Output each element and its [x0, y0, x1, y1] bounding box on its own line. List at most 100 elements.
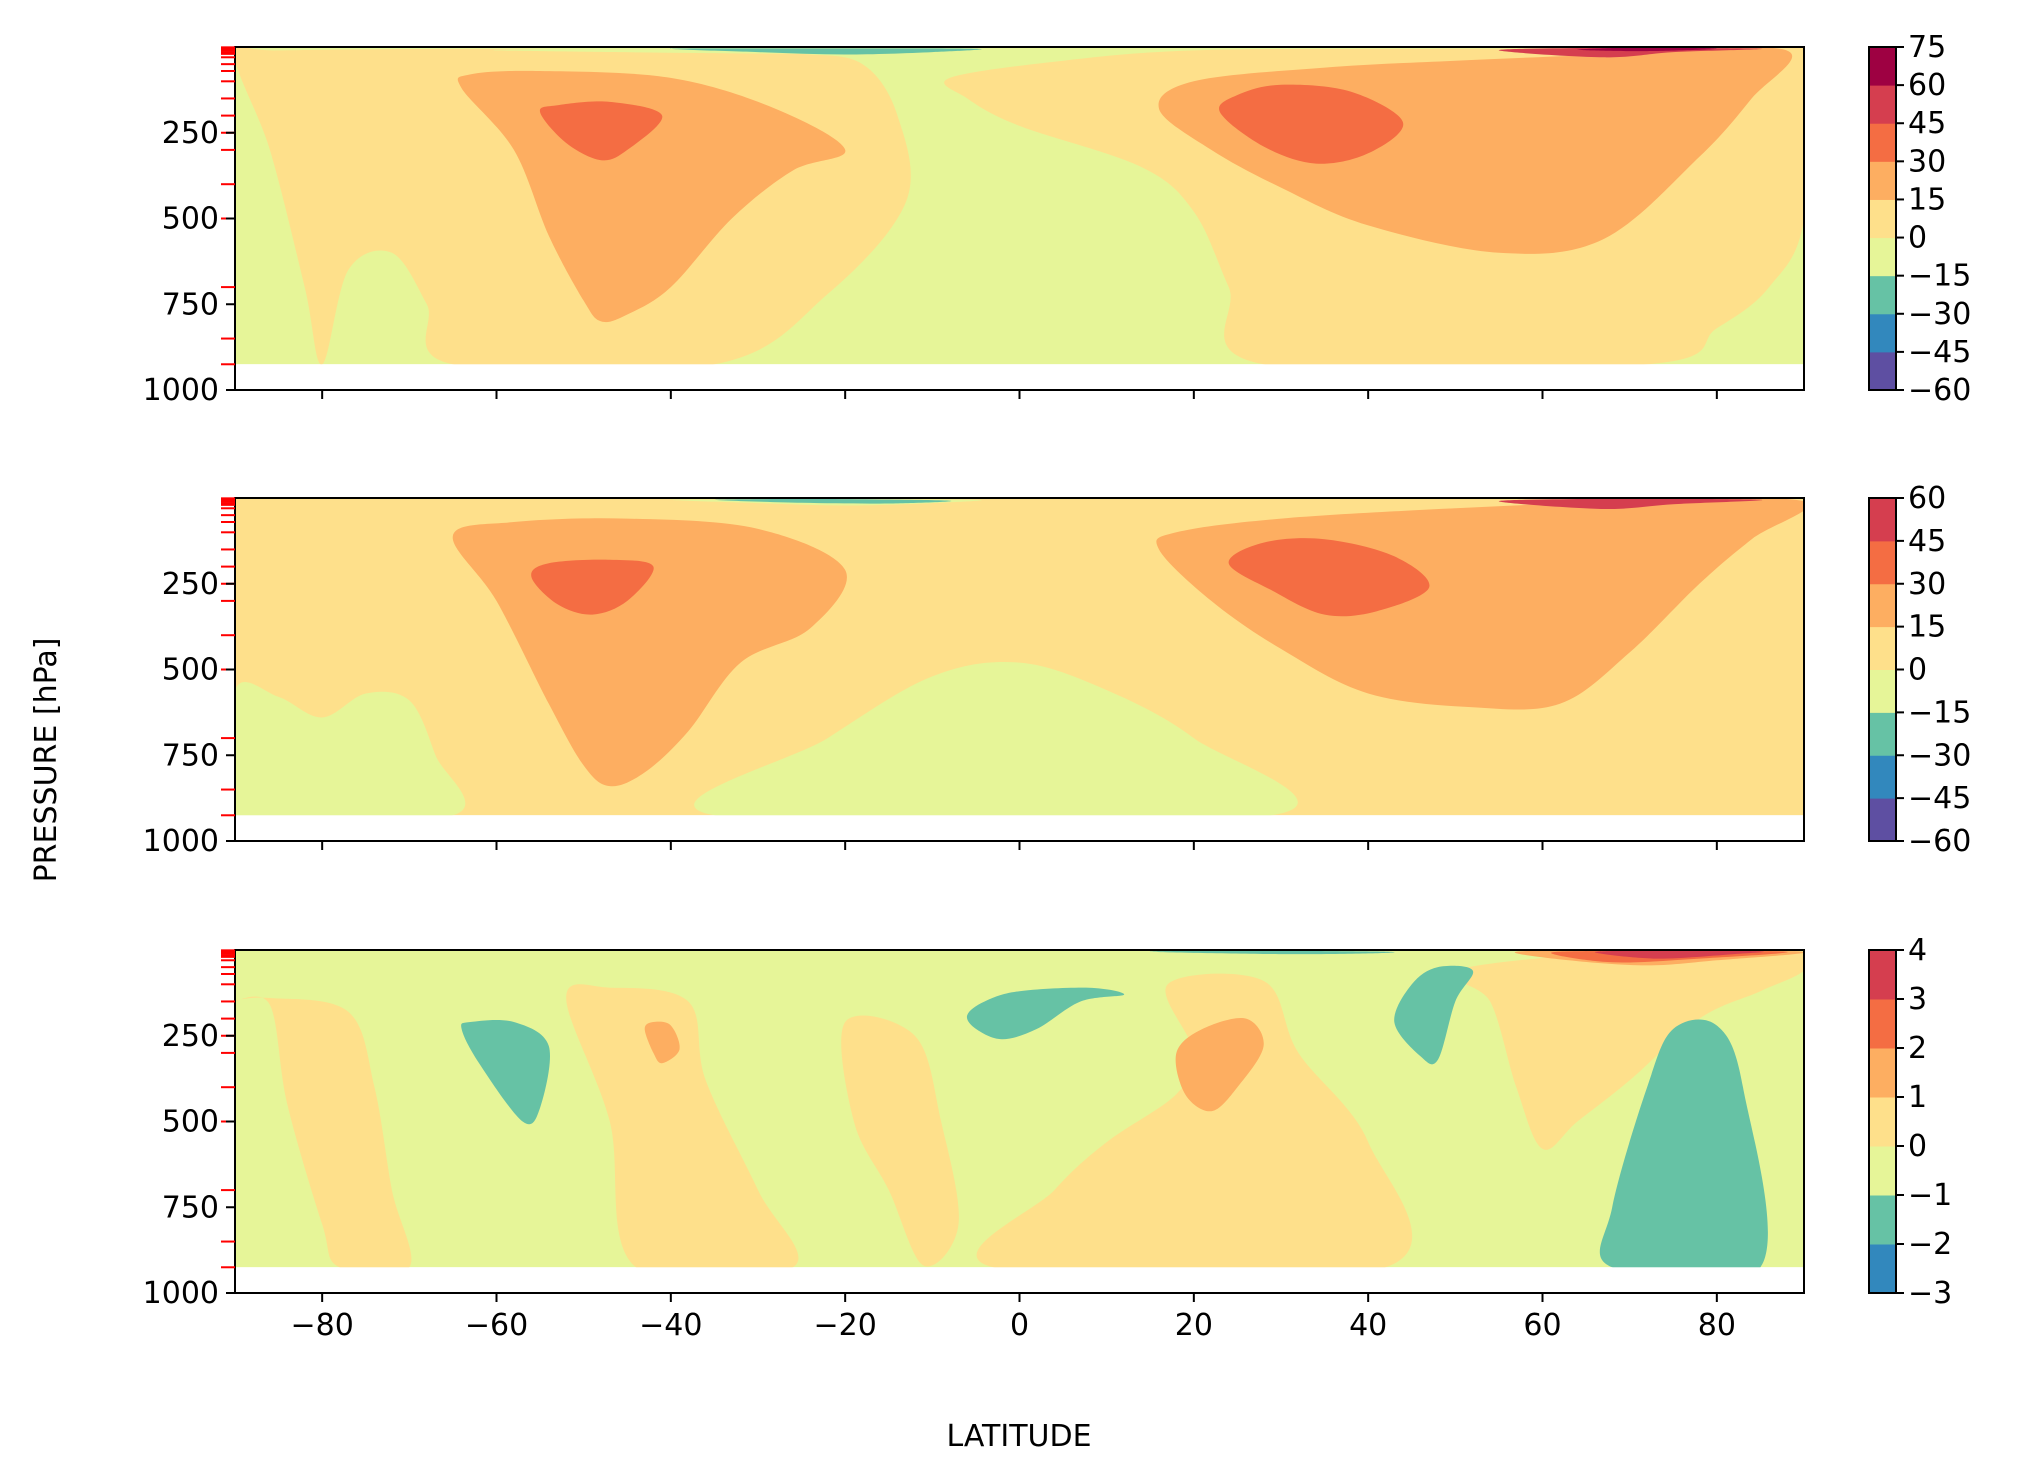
colorbar-segment-1 — [1869, 755, 1896, 799]
colorbar-segment-2 — [1869, 1146, 1896, 1196]
contour-region-0 — [235, 996, 412, 1275]
contour-region-3 — [714, 498, 952, 504]
colorbar-segment-6 — [1869, 950, 1896, 1000]
colorbar-segment-0 — [1869, 351, 1896, 391]
panel-middle: 250 500 750 1000 60 45 30 15 0 −15 −30 −45 −60 — [143, 481, 1972, 859]
colorbar-label: 1 — [1908, 1080, 1927, 1115]
contour-region-0 — [235, 682, 466, 828]
colorbar-segment-2 — [1869, 275, 1896, 315]
contour-region-14 — [1594, 950, 1764, 959]
colorbar-label: 0 — [1908, 221, 1927, 256]
colorbar-label: 30 — [1908, 144, 1946, 179]
y-tick-label: 1000 — [143, 373, 219, 408]
y-tick-label: 500 — [162, 202, 219, 237]
contour-region-6 — [1175, 1017, 1264, 1112]
contour-region-10 — [1599, 1019, 1768, 1284]
colorbar-segment-0 — [1869, 798, 1896, 842]
colorbar-label: 60 — [1908, 481, 1946, 516]
colorbar-segment-5 — [1869, 583, 1896, 628]
x-tick-label: 40 — [1349, 1308, 1387, 1343]
x-tick-label: −80 — [291, 1308, 354, 1343]
colorbar-segment-0 — [1869, 1244, 1896, 1294]
colorbar-label: 15 — [1908, 182, 1946, 217]
colorbar: 4 3 2 1 0 −1 −2 −3 — [1868, 933, 1952, 1311]
colorbar-segment-7 — [1869, 85, 1896, 124]
colorbar-label: 15 — [1908, 610, 1946, 645]
y-tick-label: 1000 — [143, 824, 219, 859]
y-tick-label: 750 — [162, 738, 219, 773]
colorbar-label: −3 — [1908, 1276, 1952, 1311]
colorbar-label: 3 — [1908, 982, 1927, 1017]
contour-region-5 — [539, 101, 663, 161]
x-tick-label: 80 — [1698, 1308, 1736, 1343]
colorbar-segment-8 — [1869, 47, 1896, 86]
colorbar-label: 4 — [1908, 933, 1927, 968]
contour-region-1 — [694, 661, 1298, 825]
colorbar-label: −1 — [1908, 1178, 1952, 1213]
contour-area — [235, 47, 1804, 390]
colorbar-label: 75 — [1908, 30, 1946, 65]
colorbar-label: 30 — [1908, 567, 1946, 602]
contour-region-5 — [644, 1021, 680, 1064]
colorbar-segment-3 — [1869, 237, 1896, 277]
contour-region-9 — [1394, 965, 1474, 1065]
colorbar-label: 0 — [1908, 653, 1927, 688]
colorbar-segment-3 — [1869, 1097, 1896, 1147]
contour-region-5 — [531, 559, 654, 615]
colorbar-segment-7 — [1869, 498, 1896, 542]
colorbar-label: −15 — [1908, 695, 1971, 730]
colorbar-label: −60 — [1908, 373, 1971, 408]
y-tick-label: 500 — [162, 653, 219, 688]
colorbar-segment-6 — [1869, 540, 1896, 585]
colorbar-segment-1 — [1869, 1195, 1896, 1245]
x-tick-label: 20 — [1175, 1308, 1213, 1343]
contour-region-4 — [1449, 950, 1804, 1150]
y-tick-label: 1000 — [143, 1276, 219, 1311]
contour-region-3 — [976, 973, 1413, 1281]
colorbar-segment-3 — [1869, 669, 1896, 713]
colorbar: 60 45 30 15 0 −15 −30 −45 −60 — [1868, 481, 1971, 859]
contour-region-7 — [461, 1019, 550, 1125]
panels-layer: 250500750100075604530150−15−30−45−602505… — [143, 30, 1972, 1343]
x-tick-label: −40 — [639, 1308, 702, 1343]
colorbar-frame — [1868, 949, 1897, 1294]
contour-region-9 — [1577, 47, 1717, 52]
colorbar-label: −45 — [1908, 335, 1971, 370]
no-data-strip — [235, 1267, 1804, 1293]
colorbar-segment-4 — [1869, 199, 1896, 239]
no-data-strip — [235, 815, 1804, 841]
panel-bottom: 250 500 750 1000 −80 −60 −40 −20 0 20 40 60 80 4 3 2 1 0 −… — [143, 933, 1953, 1343]
contour-area — [235, 498, 1804, 841]
colorbar-segment-5 — [1869, 161, 1896, 200]
contour-region-7 — [1219, 84, 1404, 164]
contour-region-8 — [1498, 47, 1763, 58]
contour-region-3 — [670, 48, 982, 55]
contour-region-2 — [841, 1015, 959, 1267]
y-tick-label: 500 — [162, 1105, 219, 1140]
x-tick-label: 0 — [1010, 1308, 1029, 1343]
y-tick-label: 750 — [162, 1190, 219, 1225]
contour-region-7 — [1228, 538, 1430, 617]
colorbar-segment-5 — [1869, 999, 1896, 1049]
contour-region-4 — [457, 70, 846, 323]
x-tick-label: 60 — [1523, 1308, 1561, 1343]
x-axis-label: LATITUDE — [946, 1419, 1091, 1454]
colorbar-label: −30 — [1908, 297, 1971, 332]
colorbar-label: −45 — [1908, 781, 1971, 816]
contour-region-8 — [966, 987, 1125, 1040]
colorbar-label: 0 — [1908, 1129, 1927, 1164]
colorbar-label: −60 — [1908, 824, 1971, 859]
colorbar-segment-4 — [1869, 626, 1896, 670]
y-axis-label: PRESSURE [hPa] — [29, 638, 64, 883]
colorbar-segment-2 — [1869, 712, 1896, 756]
contour-region-8 — [1498, 498, 1763, 510]
colorbar-segment-4 — [1869, 1048, 1896, 1098]
colorbar-label: 45 — [1908, 106, 1946, 141]
y-tick-label: 250 — [162, 567, 219, 602]
colorbar-segment-6 — [1869, 123, 1896, 162]
colorbar-label: 2 — [1908, 1031, 1927, 1066]
x-tick-label: −60 — [465, 1308, 528, 1343]
